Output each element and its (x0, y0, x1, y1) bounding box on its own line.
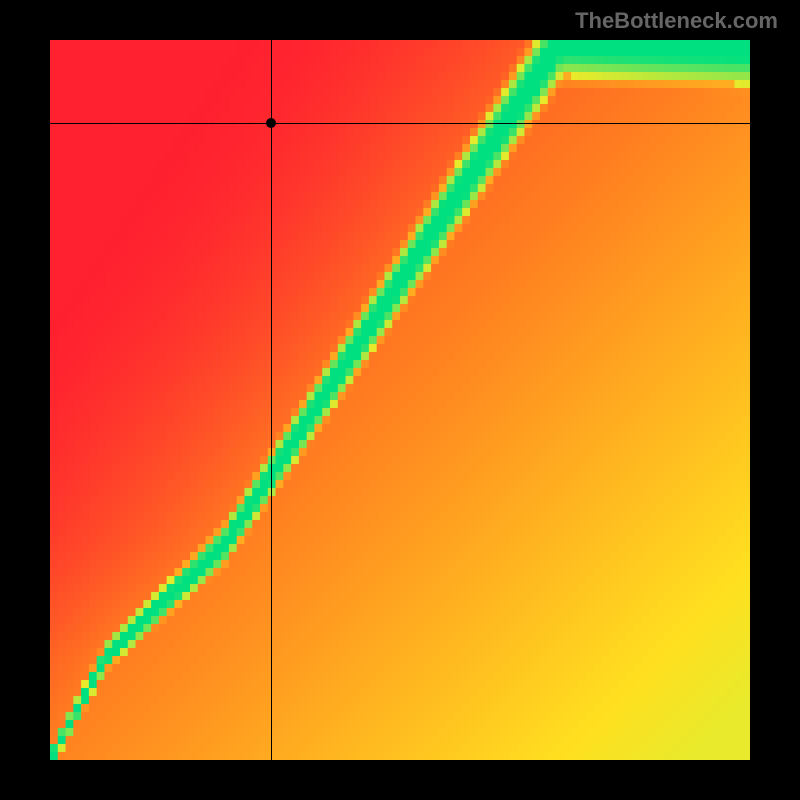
watermark-text: TheBottleneck.com (575, 8, 778, 34)
crosshair-horizontal (50, 123, 750, 124)
heatmap-canvas (50, 40, 750, 760)
heatmap-chart (50, 40, 750, 760)
crosshair-vertical (271, 40, 272, 760)
crosshair-marker (266, 118, 276, 128)
